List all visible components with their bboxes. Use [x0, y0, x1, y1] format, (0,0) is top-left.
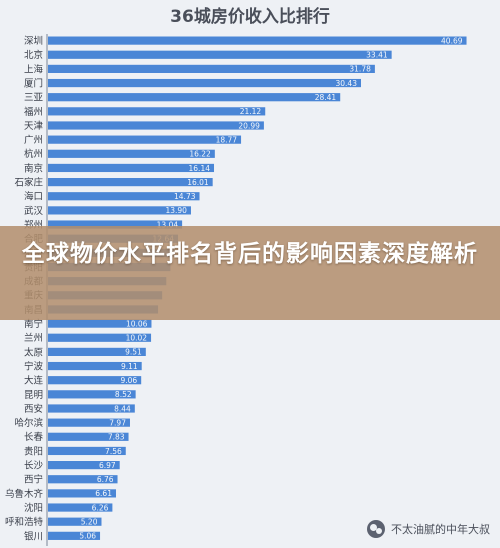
category-label: 哈尔滨: [14, 417, 43, 429]
headline-band: [0, 226, 500, 320]
category-label: 呼和浩特: [5, 516, 44, 528]
category-label: 南宁: [24, 318, 43, 330]
value-label: 16.01: [187, 178, 209, 187]
watermark-text: 不太油腻的中年大叔: [391, 523, 490, 536]
bar: [48, 163, 215, 173]
category-label: 贵阳: [24, 445, 43, 457]
bar: [48, 446, 126, 456]
value-label: 9.11: [121, 362, 138, 371]
category-label: 银川: [24, 530, 43, 542]
value-label: 6.61: [95, 489, 112, 498]
headline-title: 全球物价水平排名背后的影响因素深度解析: [22, 241, 478, 267]
category-label: 海口: [24, 191, 43, 203]
value-label: 7.83: [108, 433, 125, 442]
bar: [48, 319, 152, 328]
value-label: 6.26: [92, 503, 109, 512]
category-label: 太原: [24, 346, 43, 358]
value-label: 16.22: [189, 150, 211, 159]
bar: [48, 361, 142, 371]
value-label: 7.97: [109, 418, 126, 427]
value-label: 13.04: [157, 220, 179, 229]
bar: [48, 121, 264, 130]
value-label: 28.41: [315, 93, 337, 102]
value-label: 30.43: [336, 79, 358, 88]
category-label: 北京: [24, 49, 43, 61]
value-label: 6.97: [99, 461, 116, 470]
value-label: 5.06: [79, 532, 96, 541]
chart-title: 36城房价收入比排行: [170, 6, 330, 27]
value-label: 31.78: [349, 65, 371, 74]
category-label: 南京: [24, 162, 43, 174]
value-label: 7.56: [105, 447, 122, 456]
category-label: 石家庄: [14, 177, 43, 189]
value-label: 20.99: [238, 121, 260, 130]
category-label: 宁波: [24, 360, 44, 372]
bar: [48, 461, 120, 470]
category-label: 西宁: [24, 474, 43, 486]
value-label: 5.20: [81, 518, 98, 527]
value-label: 6.76: [97, 475, 114, 484]
category-label: 厦门: [24, 77, 43, 89]
category-label: 长沙: [24, 460, 44, 472]
bar: [48, 333, 152, 342]
bar: [48, 347, 146, 356]
category-label: 大连: [24, 375, 44, 387]
bar: [48, 390, 136, 399]
bar: [48, 50, 392, 59]
bar: [48, 178, 213, 187]
watermark: 不太油腻的中年大叔: [367, 518, 490, 540]
category-label: 沈阳: [24, 502, 43, 514]
bar: [48, 503, 113, 512]
value-label: 14.73: [174, 192, 196, 201]
bar: [48, 489, 116, 498]
category-label: 西安: [24, 403, 43, 415]
category-label: 天津: [24, 121, 44, 132]
bars-layer: 深圳 40.69 北京 33.41 上海 31.78 厦门 30.43 三亚 28.41 福州 21.…: [5, 36, 467, 542]
bar: [48, 36, 467, 45]
bar: [48, 64, 375, 73]
value-label: 16.14: [189, 164, 211, 173]
value-label: 13.90: [165, 206, 187, 215]
value-label: 40.69: [441, 36, 463, 45]
value-label: 9.06: [120, 376, 137, 385]
bar: [48, 135, 242, 144]
category-label: 兰州: [24, 332, 43, 344]
bar: [48, 149, 215, 158]
category-label: 乌鲁木齐: [5, 488, 44, 500]
category-label: 三亚: [24, 93, 44, 104]
bar: [48, 418, 130, 427]
bar: [48, 192, 200, 201]
value-label: 8.52: [115, 390, 132, 399]
category-label: 昆明: [24, 390, 43, 401]
category-label: 广州: [24, 134, 43, 146]
bar: [48, 206, 191, 215]
bar: [48, 404, 135, 413]
value-label: 8.44: [114, 404, 131, 413]
bar: [48, 107, 266, 116]
category-label: 上海: [24, 63, 44, 75]
category-label: 福州: [24, 106, 43, 118]
bar: [48, 432, 129, 441]
bar: [48, 78, 361, 88]
value-label: 9.51: [125, 348, 142, 357]
bar: [48, 517, 102, 526]
category-label: 长春: [24, 431, 44, 443]
bar: [48, 376, 142, 385]
bar: [48, 93, 341, 102]
value-label: 33.41: [366, 51, 388, 60]
bar: [48, 531, 101, 540]
value-label: 10.02: [126, 334, 148, 343]
category-label: 武汉: [24, 205, 44, 217]
category-label: 杭州: [24, 148, 43, 160]
category-label: 深圳: [24, 36, 43, 47]
value-label: 21.12: [240, 107, 262, 116]
bar: [48, 220, 183, 229]
value-label: 18.77: [216, 135, 238, 144]
bar: [48, 475, 118, 484]
wechat-icon: [367, 520, 385, 538]
value-label: 10.06: [126, 319, 148, 328]
